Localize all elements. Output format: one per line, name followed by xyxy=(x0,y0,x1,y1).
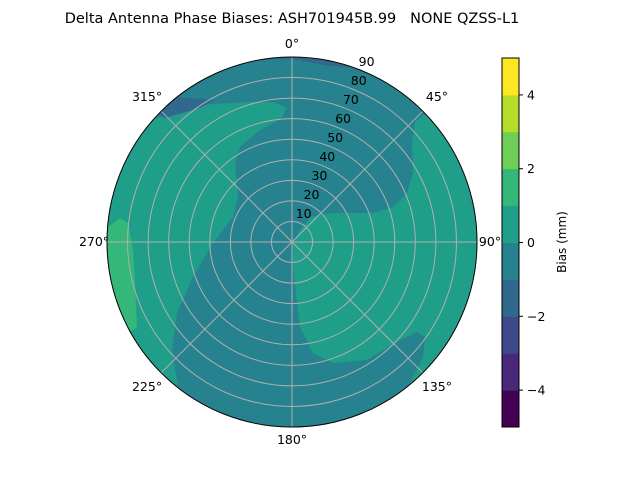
polar-grid xyxy=(106,56,478,428)
radial-tick-label: 30 xyxy=(311,168,327,183)
contour-region-level-0-1 xyxy=(293,100,477,400)
radial-tick-labels: 10 20 30 40 50 60 70 80 90 xyxy=(296,54,375,221)
colorbar-band xyxy=(502,390,519,428)
colorbar-tick-label: 4 xyxy=(527,87,535,102)
angular-tick-label: 90° xyxy=(479,234,501,249)
colorbar-band xyxy=(502,353,519,391)
angular-gridline xyxy=(291,110,424,243)
angular-tick-label: 0° xyxy=(285,36,299,51)
angular-tick-label: 180° xyxy=(277,432,307,447)
radial-tick-label: 70 xyxy=(343,92,359,107)
angular-gridline xyxy=(160,110,293,243)
chart-title: Delta Antenna Phase Biases: ASH701945B.9… xyxy=(65,11,520,27)
angular-tick-label: 315° xyxy=(132,89,162,104)
radial-tick-label: 90 xyxy=(359,54,375,69)
colorbar: −4 −2 0 2 4 xyxy=(501,57,545,428)
colorbar-band xyxy=(502,94,519,133)
colorbar-tick-label: −4 xyxy=(527,383,545,398)
colorbar-tick-label: 0 xyxy=(527,235,535,250)
colorbar-tick-label: −2 xyxy=(527,309,545,324)
colorbar-tick-label: 2 xyxy=(527,161,535,176)
colorbar-band xyxy=(502,168,519,207)
contour-region-level-1-2 xyxy=(107,218,137,340)
angular-tick-labels: 0° 45° 90° 135° 180° 225° 270° 315° xyxy=(79,36,501,447)
angular-tick-label: 225° xyxy=(132,379,162,394)
colorbar-band xyxy=(502,205,519,243)
radial-tick-label: 60 xyxy=(335,111,351,126)
angular-tick-label: 135° xyxy=(422,379,452,394)
polar-frame xyxy=(106,56,478,428)
colorbar-label: Bias (mm) xyxy=(555,211,569,273)
radial-tick-label: 80 xyxy=(351,73,367,88)
angular-tick-label: 45° xyxy=(426,89,448,104)
angular-tick-label: 270° xyxy=(79,234,109,249)
colorbar-band xyxy=(502,242,519,280)
colorbar-band xyxy=(502,279,519,317)
radial-tick-label: 20 xyxy=(304,187,320,202)
radial-tick-label: 10 xyxy=(296,206,312,221)
radial-tick-label: 40 xyxy=(319,149,335,164)
radial-tick-label: 50 xyxy=(327,130,343,145)
angular-gridline xyxy=(291,241,424,374)
colorbar-band xyxy=(502,58,519,96)
angular-gridline xyxy=(160,241,293,374)
colorbar-band xyxy=(502,316,519,354)
colorbar-band xyxy=(502,131,519,170)
